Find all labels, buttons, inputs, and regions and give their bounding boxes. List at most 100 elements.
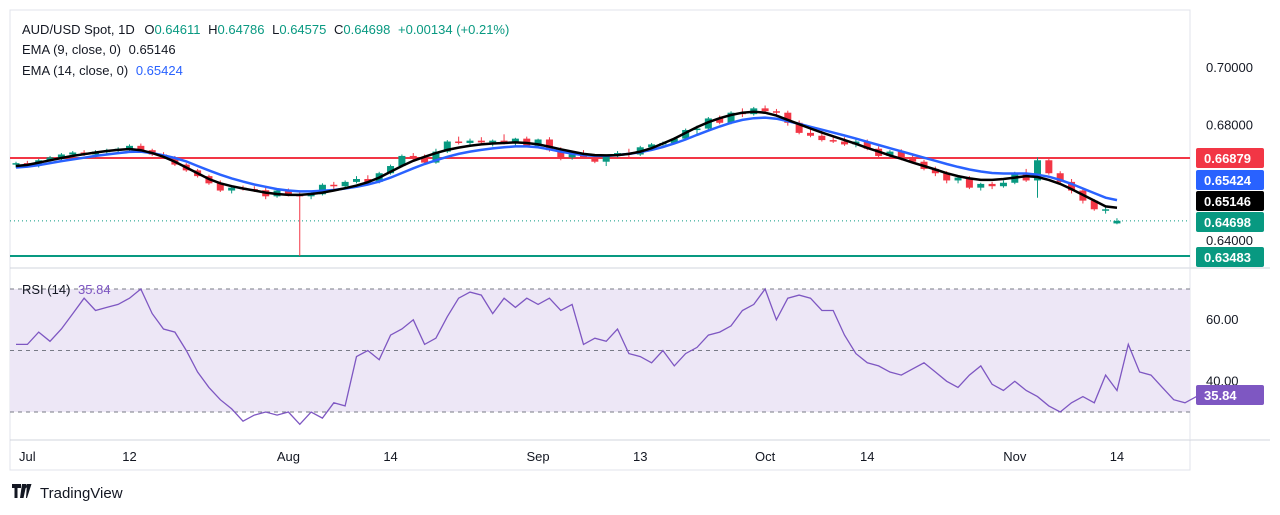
candle-down [965, 177, 973, 188]
time-tick-label: 13 [633, 449, 647, 464]
candle-down [1090, 200, 1098, 210]
candle-down [931, 168, 939, 174]
candle-down [591, 157, 599, 162]
last-price-badge-label: 0.64698 [1204, 215, 1251, 230]
candle-up [511, 138, 519, 143]
symbol-legend: AUD/USD Spot, 1D O0.64611 H0.64786 L0.64… [22, 22, 509, 37]
tradingview-name: TradingView [40, 485, 123, 502]
candle-down [761, 108, 769, 112]
ema9-line [15, 110, 1118, 210]
rsi-legend[interactable]: RSI (14) 35.84 [22, 282, 111, 297]
candle-up [999, 182, 1007, 187]
candle-down [500, 140, 508, 143]
price-tick-label: 0.68000 [1206, 118, 1253, 133]
candle-down [137, 145, 145, 151]
candle-down [716, 118, 724, 123]
rsi-current-badge [1196, 385, 1264, 405]
candle-down [421, 158, 429, 163]
time-tick-label: Nov [1003, 449, 1027, 464]
low-label: L [272, 22, 280, 37]
open-label: O [144, 22, 155, 37]
ema14-legend-value: 0.65424 [135, 63, 183, 78]
candle-up [57, 154, 65, 158]
candle-up [489, 140, 497, 143]
candle-down [829, 140, 837, 142]
candle-up [353, 179, 360, 182]
candle-up [318, 184, 326, 195]
candle-down [284, 190, 292, 195]
candle-up [341, 181, 349, 187]
candle-up [307, 194, 315, 197]
ema14-line [15, 116, 1118, 202]
candle-down [863, 141, 871, 149]
ema9-badge [1196, 191, 1264, 211]
support-badge-label: 0.63483 [1204, 250, 1251, 265]
candle-down [477, 140, 485, 143]
candle-up [534, 139, 542, 146]
rsi-tick-label: 40.00 [1206, 373, 1239, 388]
rsi-tick-label: 60.00 [1206, 312, 1239, 327]
candle-up [1113, 220, 1121, 224]
candle-up [682, 129, 690, 139]
price-tick-label: 0.64000 [1206, 233, 1253, 248]
candle-down [330, 184, 338, 187]
change-value: +0.00134 (+0.21%) [398, 22, 510, 37]
candle-up [387, 166, 395, 174]
candle-down [455, 141, 463, 144]
candle-up [693, 128, 701, 131]
close-value: 0.64698 [343, 22, 391, 37]
candle-up [398, 155, 406, 167]
ema9-legend[interactable]: EMA (9, close, 0) 0.65146 [22, 42, 176, 57]
candle-up [466, 140, 474, 143]
candle-down [943, 173, 951, 181]
resistance-badge-label: 0.66879 [1204, 151, 1251, 166]
candle-up [126, 145, 133, 149]
ema14-badge [1196, 170, 1264, 190]
high-label: H [208, 22, 218, 37]
candle-down [795, 122, 803, 133]
candle-down [897, 151, 905, 159]
candle-up [1102, 209, 1110, 211]
rsi-band [10, 289, 1190, 412]
close-label: C [333, 22, 344, 37]
ema9-badge-label: 0.65146 [1204, 194, 1251, 209]
candle-down [1068, 181, 1076, 191]
candle-up [648, 144, 656, 148]
time-tick-label: 14 [860, 449, 874, 464]
low-value: 0.64575 [279, 22, 327, 37]
candle-up [954, 177, 962, 181]
ema14-legend[interactable]: EMA (14, close, 0) 0.65424 [22, 63, 183, 78]
candle-up [977, 183, 985, 188]
tradingview-brand[interactable]: TradingView [12, 484, 123, 503]
candle-up [432, 151, 440, 163]
candle-up [69, 152, 77, 155]
time-tick-label: Aug [277, 449, 300, 464]
candle-down [409, 155, 417, 159]
candle-up [568, 154, 576, 158]
candle-down [557, 150, 565, 158]
candle-down [364, 179, 372, 182]
rsi-legend-value: 35.84 [78, 282, 111, 297]
ema9-label: EMA (9, close, 0) [22, 42, 121, 57]
support-badge [1196, 247, 1264, 267]
candle-down [772, 111, 780, 113]
time-tick-label: Sep [527, 449, 550, 464]
ema9-legend-value: 0.65146 [128, 42, 176, 57]
candle-up [886, 151, 894, 156]
candle-up [228, 187, 236, 191]
rsi-label: RSI (14) [22, 282, 71, 297]
ema14-badge-label: 0.65424 [1204, 173, 1252, 188]
time-tick-label: Oct [755, 449, 776, 464]
symbol-title: AUD/USD Spot, 1D [22, 22, 135, 37]
candle-down [988, 183, 996, 187]
candle-down [216, 183, 224, 191]
candle-down [1056, 173, 1064, 182]
candle-down [1045, 160, 1053, 174]
candle-down [909, 158, 917, 162]
candle-up [727, 112, 735, 123]
candle-up [443, 141, 451, 152]
candle-down [841, 141, 849, 145]
ema14-label: EMA (14, close, 0) [22, 63, 129, 78]
high-value: 0.64786 [217, 22, 265, 37]
